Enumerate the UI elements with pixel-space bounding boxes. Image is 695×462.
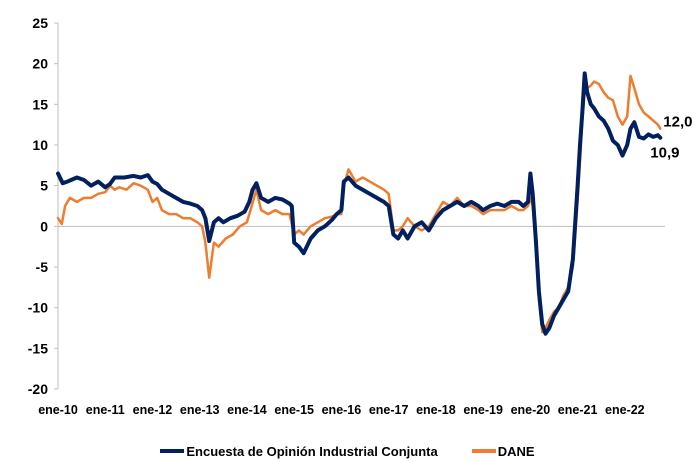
series-line-dane	[56, 74, 662, 334]
y-tick-label: 25	[32, 15, 48, 31]
x-tick-label: ene-10	[38, 403, 78, 417]
legend-swatch-encuesta	[160, 449, 185, 453]
x-tick-label: ene-16	[322, 403, 362, 417]
y-tick-label: 15	[32, 96, 48, 112]
x-axis-ticks: ene-10 ene-11 ene-12 ene-13 ene-14 ene-15 ene-…	[38, 403, 645, 417]
y-tick-label: -20	[28, 381, 48, 397]
series-line-encuesta	[56, 71, 663, 336]
legend-item-dane: DANE	[471, 443, 535, 459]
y-axis-ticks: 25 20 15 10 5 0 -5 -10 -15 -20	[28, 15, 58, 397]
x-tick-label: ene-15	[274, 403, 314, 417]
x-tick-label: ene-12	[133, 403, 173, 417]
line-chart: 25 20 15 10 5 0 -5 -10 -15 -20 ene-10 ene-11 ene-12…	[28, 15, 693, 417]
y-tick-label: 0	[40, 218, 48, 234]
y-tick-label: -10	[28, 300, 48, 316]
y-tick-label: 20	[32, 56, 48, 72]
x-tick-label: ene-13	[180, 403, 220, 417]
legend-swatch-dane	[471, 449, 496, 453]
x-tick-label: ene-21	[558, 403, 598, 417]
x-tick-label: ene-11	[86, 403, 125, 417]
legend-label-encuesta: Encuesta de Opinión Industrial Conjunta	[186, 443, 438, 459]
x-tick-label: ene-18	[416, 403, 456, 417]
series-layer	[56, 71, 663, 336]
x-tick-label: ene-20	[511, 403, 551, 417]
y-tick-label: -15	[28, 340, 48, 356]
legend-label-dane: DANE	[497, 443, 535, 459]
y-tick-label: 10	[32, 137, 48, 153]
y-tick-label: -5	[36, 259, 49, 275]
x-tick-label: ene-14	[227, 403, 267, 417]
legend-item-encuesta: Encuesta de Opinión Industrial Conjunta	[160, 443, 438, 459]
x-tick-label: ene-19	[463, 403, 503, 417]
end-label-dane: 12,0	[663, 114, 692, 131]
y-tick-label: 5	[40, 178, 48, 194]
x-tick-label: ene-22	[605, 403, 645, 417]
legend: Encuesta de Opinión Industrial Conjunta …	[0, 440, 695, 462]
x-tick-label: ene-17	[369, 403, 409, 417]
end-label-encuesta: 10,9	[650, 145, 679, 162]
